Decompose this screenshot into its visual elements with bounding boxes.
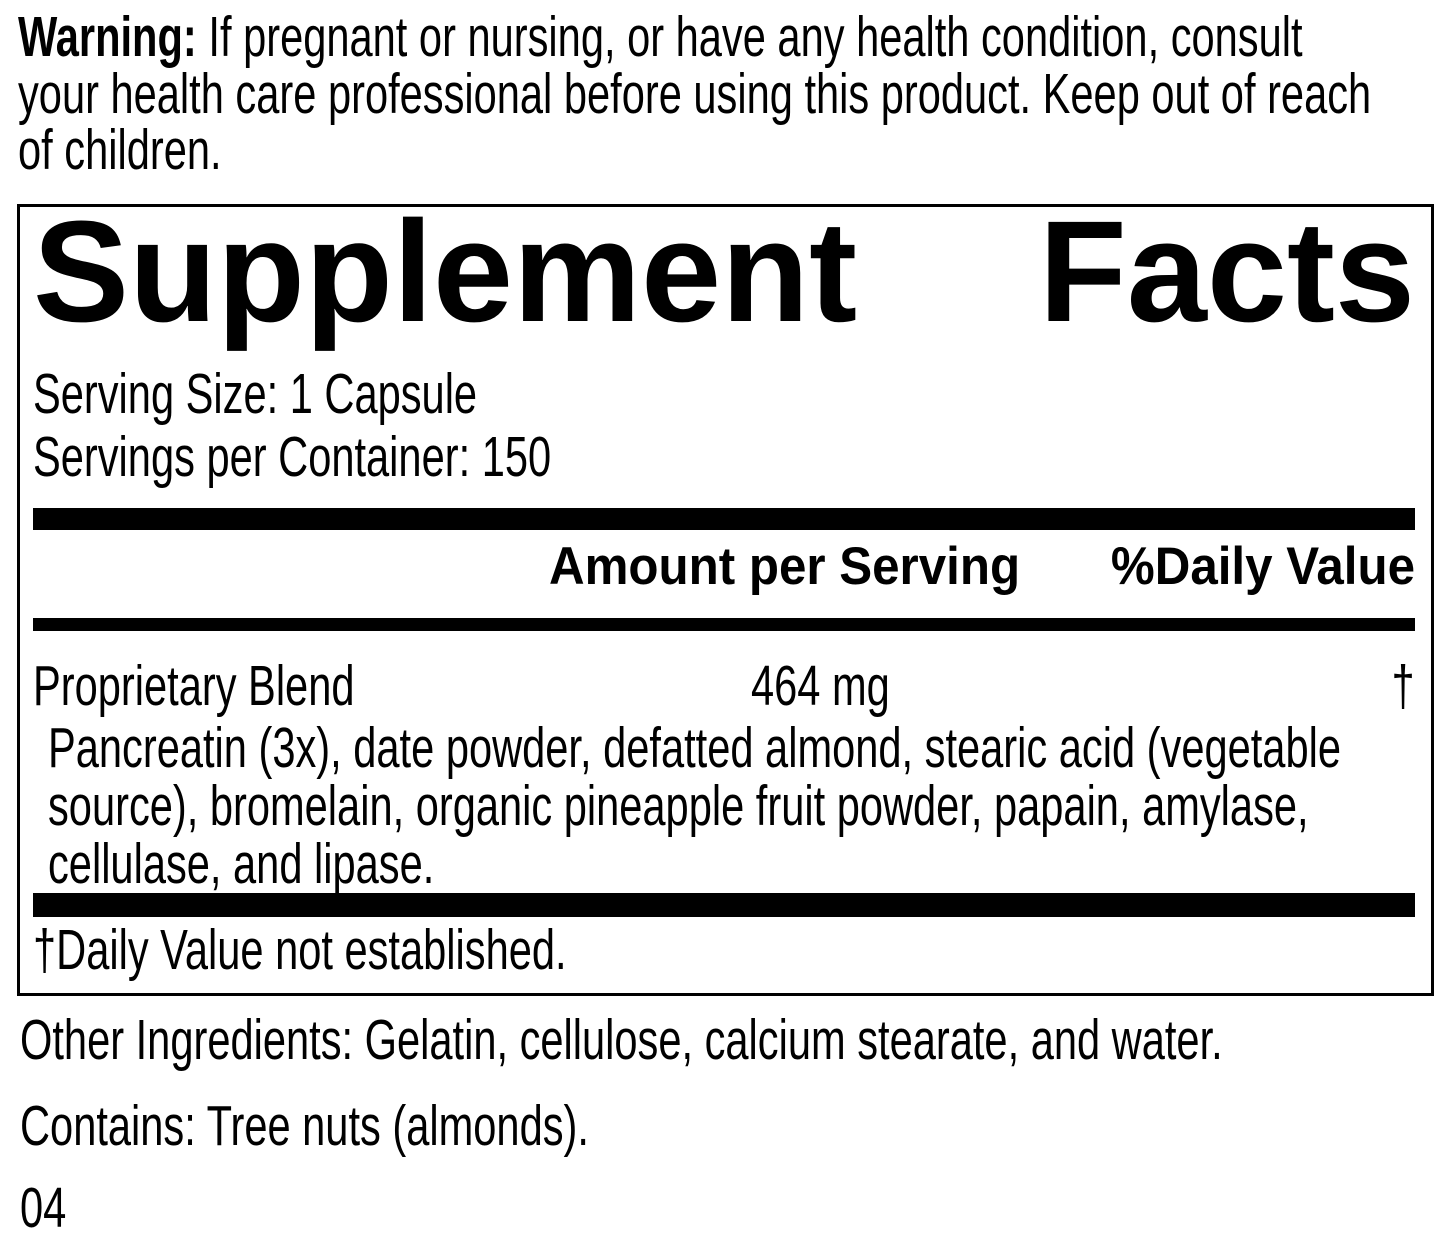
- serving-size: Serving Size: 1 Capsule: [33, 362, 478, 426]
- warning-line3-text: of children.: [18, 118, 222, 182]
- warning-line: your health care professional before usi…: [18, 61, 1445, 126]
- blend-description-line: source), bromelain, organic pineapple fr…: [48, 774, 1309, 838]
- column-header-daily-value: %Daily Value: [1110, 537, 1415, 596]
- column-header-amount: Amount per Serving: [549, 537, 1021, 596]
- warning-label: Warning:: [18, 5, 197, 69]
- blend-name: Proprietary Blend: [33, 654, 355, 718]
- warning-text: Warning: If pregnant or nursing, or have …: [18, 9, 1445, 179]
- product-code: 04: [20, 1176, 67, 1240]
- supplement-facts-panel: Supplement Facts Serving Size: 1 Capsule…: [17, 200, 1434, 996]
- contains-statement: Contains: Tree nuts (almonds).: [20, 1094, 589, 1158]
- warning-line2-text: your health care professional before usi…: [18, 61, 1372, 126]
- blend-daily-value-symbol: †: [1391, 654, 1415, 718]
- warning-line: Warning: If pregnant or nursing, or have …: [18, 9, 1445, 66]
- daily-value-footnote: †Daily Value not established.: [33, 918, 567, 982]
- divider-bottom-thick: [33, 893, 1415, 917]
- warning-line1-text: If pregnant or nursing, or have any heal…: [208, 5, 1303, 69]
- divider-header-thin: [33, 618, 1415, 631]
- title-word-supplement: Supplement: [33, 191, 858, 352]
- divider-top-thick: [33, 508, 1415, 530]
- blend-amount: 464 mg: [751, 654, 890, 718]
- other-ingredients: Other Ingredients: Gelatin, cellulose, c…: [20, 1008, 1223, 1072]
- servings-per-container: Servings per Container: 150: [33, 425, 552, 489]
- blend-description-line: Pancreatin (3x), date powder, defatted a…: [48, 716, 1341, 780]
- blend-description-line: cellulase, and lipase.: [48, 832, 435, 896]
- title-word-facts: Facts: [1038, 191, 1415, 352]
- warning-line: of children.: [18, 122, 1445, 179]
- supplement-facts-title: Supplement Facts: [33, 200, 1415, 344]
